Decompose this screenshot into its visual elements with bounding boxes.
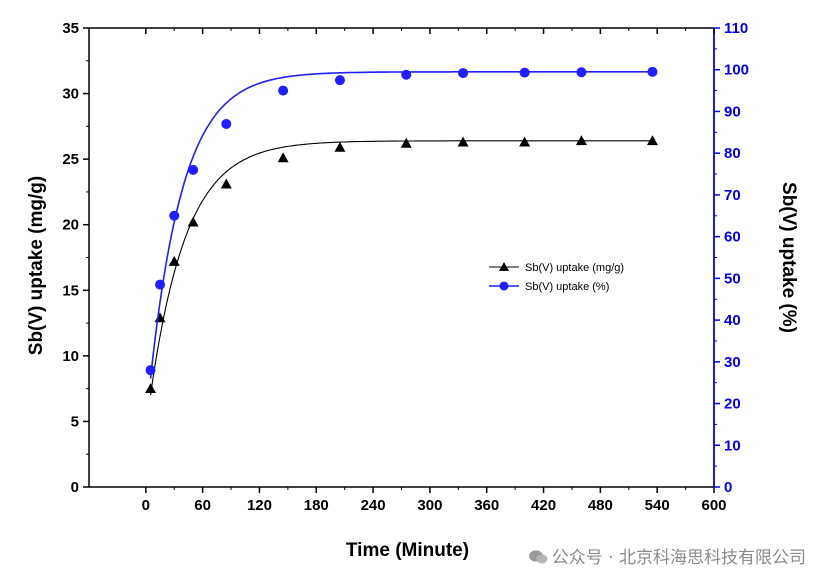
y2-tick-label: 0 <box>724 479 732 496</box>
y2-tick-label: 70 <box>724 187 741 204</box>
y2-tick-label: 100 <box>724 62 749 79</box>
y2-tick-label: 50 <box>724 270 741 287</box>
fit-curve-percent <box>149 71 653 379</box>
y2-tick-label: 80 <box>724 145 741 162</box>
wechat-icon <box>528 550 548 564</box>
y2-tick-label: 40 <box>724 312 741 329</box>
data-point-mgg <box>145 383 157 394</box>
data-point-percent <box>188 164 199 175</box>
data-point-percent <box>169 210 180 221</box>
y-tick-label: 0 <box>71 479 79 496</box>
data-point-percent <box>221 118 232 129</box>
x-tick-label: 60 <box>194 497 211 514</box>
left-y-axis: 0 5 10 15 20 25 30 35 <box>62 20 89 496</box>
y-tick-label: 10 <box>62 348 79 365</box>
y-tick-label: 15 <box>62 282 79 299</box>
left-y-axis-title: Sb(V) uptake (mg/g) <box>26 176 47 355</box>
x-axis-title: Time (Minute) <box>346 540 469 561</box>
y2-tick-label: 20 <box>724 396 741 413</box>
plot-frame <box>88 27 715 488</box>
watermark: 公众号 · 北京科海思科技有限公司 <box>528 543 806 568</box>
watermark-text: 公众号 · 北京科海思科技有限公司 <box>551 548 806 568</box>
y2-tick-label: 60 <box>724 229 741 246</box>
data-point-mgg <box>187 216 199 227</box>
series-layer <box>145 66 658 396</box>
right-y-axis: 0 10 20 30 40 50 60 70 80 90 100 110 <box>714 20 749 496</box>
data-point-mgg <box>519 136 531 147</box>
legend-label-percent: Sb(V) uptake (%) <box>525 281 609 293</box>
y-tick-label: 30 <box>62 86 79 103</box>
x-tick-label: 180 <box>304 497 329 514</box>
right-y-axis-title: Sb(V) uptake (%) <box>778 182 799 333</box>
data-point-mgg <box>334 141 346 152</box>
y2-tick-label: 90 <box>724 103 741 120</box>
legend-marker-triangle <box>499 262 509 271</box>
x-tick-label: 420 <box>531 497 556 514</box>
x-tick-label: 300 <box>417 497 442 514</box>
data-point-mgg <box>277 152 289 163</box>
y2-tick-label: 110 <box>724 20 748 37</box>
data-point-mgg <box>220 178 232 189</box>
legend-marker-circle <box>499 281 509 291</box>
data-point-percent <box>401 69 412 80</box>
data-point-percent <box>278 85 289 96</box>
legend: Sb(V) uptake (mg/g) Sb(V) uptake (%) <box>489 262 624 293</box>
data-point-percent <box>458 68 469 79</box>
x-tick-label: 480 <box>588 497 613 514</box>
x-tick-label: 0 <box>142 497 150 514</box>
data-point-mgg <box>575 135 587 146</box>
data-point-percent <box>576 67 587 78</box>
data-point-percent <box>334 75 345 86</box>
x-tick-label: 360 <box>474 497 499 514</box>
data-point-mgg <box>168 255 180 266</box>
y-tick-label: 25 <box>62 151 79 168</box>
data-point-mgg <box>646 135 658 146</box>
legend-label-mgg: Sb(V) uptake (mg/g) <box>525 262 624 274</box>
y2-tick-label: 30 <box>724 354 741 371</box>
data-point-percent <box>155 279 166 290</box>
data-point-percent <box>519 67 530 78</box>
data-point-mgg <box>400 137 412 148</box>
x-tick-label: 600 <box>701 497 726 514</box>
data-point-percent <box>647 66 658 77</box>
data-point-mgg <box>457 136 469 147</box>
fit-curve-mgg <box>150 140 653 396</box>
y2-tick-label: 10 <box>724 437 741 454</box>
y-tick-label: 35 <box>62 20 79 37</box>
x-tick-label: 120 <box>247 497 272 514</box>
y-tick-label: 20 <box>62 217 79 234</box>
data-point-percent <box>145 365 156 376</box>
x-axis: 0 60 120 180 240 300 360 420 480 540 600 <box>142 28 727 514</box>
y-tick-label: 5 <box>71 413 79 430</box>
x-tick-label: 540 <box>645 497 670 514</box>
x-tick-label: 240 <box>361 497 386 514</box>
